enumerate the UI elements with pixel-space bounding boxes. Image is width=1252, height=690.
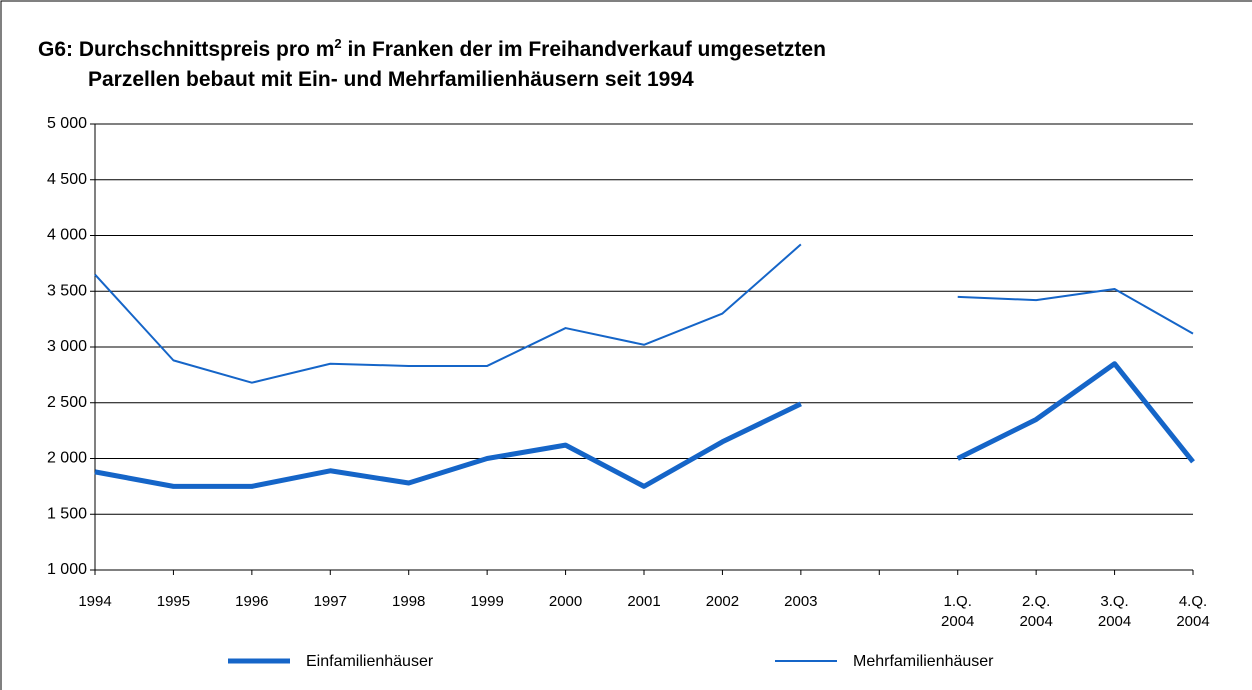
x-tick-label: 2001 — [627, 593, 661, 610]
title-sup: 2 — [334, 36, 342, 51]
y-tick-label: 2 500 — [47, 394, 87, 411]
x-tick-label: 2003 — [784, 593, 818, 610]
chart-title-line2: Parzellen bebaut mit Ein- und Mehrfamili… — [88, 68, 694, 91]
y-tick-label: 4 000 — [47, 227, 87, 244]
y-tick-label: 2 000 — [47, 450, 87, 467]
series-line — [94, 361, 1195, 489]
chart-title: G6: Durchschnittspreis pro m2 in Franken… — [38, 36, 826, 62]
y-tick-label: 3 500 — [47, 282, 87, 299]
x-tick-label: 1998 — [392, 593, 426, 610]
y-tick-label: 1 500 — [47, 505, 87, 522]
x-tick-label: 3.Q. 2004 — [1097, 593, 1132, 630]
series-line — [94, 243, 1194, 384]
x-tick-label: 1999 — [470, 593, 504, 610]
legend-label: Mehrfamilienhäuser — [853, 653, 994, 670]
x-tick-label: 1.Q. 2004 — [941, 593, 975, 630]
x-tick-label: 4.Q. 2004 — [1176, 593, 1210, 630]
y-tick-label: 4 500 — [47, 171, 87, 188]
title-part: G6: Durchschnittspreis pro m — [38, 38, 335, 61]
legend-label: Einfamilienhäuser — [306, 653, 434, 670]
y-tick-label: 1 000 — [47, 561, 87, 578]
x-tick-label: 2000 — [548, 593, 583, 610]
x-tick-label: 1995 — [156, 593, 191, 610]
x-tick-label: 1997 — [313, 593, 347, 610]
x-tick-label: 1996 — [235, 593, 269, 610]
y-tick-label: 3 000 — [47, 338, 87, 355]
x-tick-label: 2.Q. 2004 — [1019, 593, 1053, 630]
title-part: in Franken der im Freihandverkauf umgese… — [341, 38, 826, 61]
y-tick-label: 5 000 — [47, 115, 87, 132]
x-tick-label: 1994 — [78, 593, 112, 610]
x-tick-label: 2002 — [705, 593, 740, 610]
